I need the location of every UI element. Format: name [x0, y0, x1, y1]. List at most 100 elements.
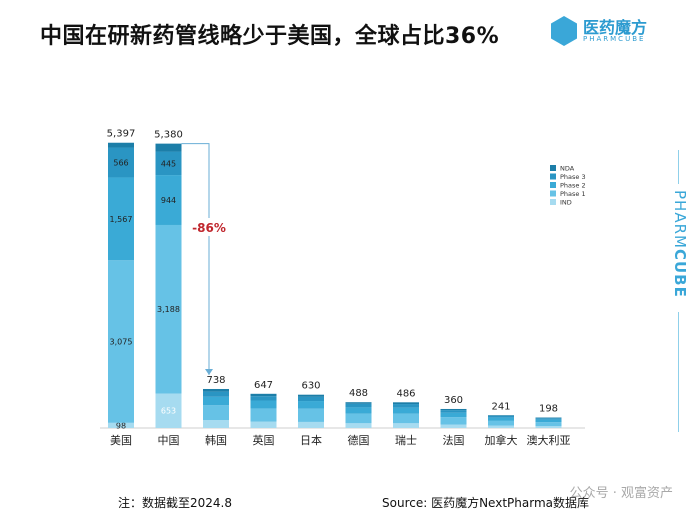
bar-segment [108, 177, 134, 261]
segment-value-label: 98 [116, 421, 126, 430]
legend-label: IND [560, 199, 572, 207]
x-tick-label: 韩国 [205, 433, 227, 447]
bar-segment [440, 408, 467, 411]
bar-segment [440, 417, 467, 425]
bar-segment [155, 143, 182, 152]
bar-segment [488, 420, 514, 426]
bar-total-label: 486 [396, 388, 415, 399]
bar-segment [155, 175, 182, 225]
bar-total-label: 738 [206, 375, 225, 386]
bar-segment [108, 422, 134, 428]
bar-segment [440, 424, 467, 428]
x-tick-label: 中国 [158, 434, 180, 447]
legend-label: Phase 2 [560, 182, 586, 190]
bar-segment [345, 403, 372, 408]
bar-segment [345, 402, 372, 404]
bar-segment [393, 402, 419, 405]
legend-label: NDA [560, 165, 575, 173]
bar-total-label: 5,380 [154, 130, 183, 141]
data-source: Source: 医药魔方NextPharma数据库 [382, 496, 589, 510]
annotation-connector [181, 143, 210, 375]
segment-value-label: 566 [113, 158, 128, 167]
bar-segment [203, 420, 229, 428]
bar-segment [393, 404, 419, 408]
segment-value-label: 653 [161, 407, 176, 416]
bar-segment [108, 147, 134, 178]
side-divider-top [678, 150, 679, 184]
x-tick-label: 德国 [348, 433, 370, 447]
stacked-bar-chart: 98 3,075 1,567 566 5,397 美国 653 3,188 944 445 5,38… [100, 129, 586, 447]
bar-segment [250, 393, 277, 397]
pharmcube-logo: 医药魔方 PHARMCUBE [551, 14, 671, 48]
bar-segment [345, 407, 372, 414]
bar-total-label: 488 [349, 388, 368, 399]
side-brand-bold: CUBE [671, 248, 689, 298]
bar-total-label: 630 [301, 381, 320, 392]
bar-segment [393, 407, 419, 414]
x-tick-label: 法国 [443, 433, 465, 447]
segment-value-label: 3,075 [110, 338, 133, 347]
segment-value-label: 944 [161, 196, 176, 205]
bar-segment [535, 426, 562, 428]
bar-segment [345, 423, 372, 428]
x-tick-label: 美国 [110, 434, 132, 447]
bar-segment [250, 421, 277, 428]
bar-segment [155, 393, 182, 428]
bar-total-label: 5,397 [107, 129, 136, 140]
segment-value-label: 3,188 [157, 305, 180, 314]
bar-segment [298, 401, 324, 409]
bar-segment [393, 413, 419, 424]
bar-segment [203, 388, 229, 392]
segment-value-label: 445 [161, 159, 176, 168]
annotation-arrowhead [205, 368, 213, 375]
segment-value-label: 1,567 [110, 215, 133, 224]
annotation-label-bg [189, 218, 229, 236]
bar-segment [203, 405, 229, 421]
side-brand-light: PHARM [671, 190, 689, 249]
bar-segment [345, 413, 372, 424]
bar-total-label: 241 [491, 401, 510, 412]
watermark-text: 公众号 · 观富资产 [569, 486, 673, 501]
bar-segment [108, 142, 134, 148]
bar-segment [298, 396, 324, 402]
bar-segment [250, 408, 277, 422]
legend-swatch [550, 182, 556, 188]
logo-name-cn: 医药魔方 [583, 18, 648, 37]
bar-segment [108, 260, 134, 423]
bar-segment [298, 421, 324, 428]
bar-total-label: 198 [539, 404, 558, 415]
bar-segment [535, 422, 562, 427]
x-tick-label: 英国 [253, 433, 275, 447]
bar-segment [440, 410, 467, 413]
side-divider-bottom [678, 312, 679, 432]
legend-swatch [550, 190, 556, 197]
bar-segment [250, 400, 277, 409]
x-tick-label: 澳大利亚 [527, 433, 571, 447]
logo-name-en: PHARMCUBE [583, 35, 646, 43]
bar-segment [250, 396, 277, 401]
bar-total-label: 647 [254, 380, 273, 391]
x-tick-label: 加拿大 [485, 433, 518, 447]
bar-segment [203, 391, 229, 397]
legend-swatch [550, 165, 556, 171]
bar-segment [535, 418, 562, 420]
annotation-label: -86% [192, 221, 226, 235]
side-brand: PHARMCUBE [671, 190, 689, 298]
legend-swatch [550, 199, 556, 205]
bar-total-label: 360 [444, 395, 463, 406]
bar-segment [298, 408, 324, 422]
bar-segment [440, 412, 467, 418]
bar-segment [488, 415, 514, 417]
legend-label: Phase 1 [560, 190, 586, 198]
bar-segment [488, 417, 514, 421]
bar-segment [535, 417, 562, 419]
data-note: 注：数据截至2024.8 [118, 496, 232, 510]
bar-segment [488, 425, 514, 428]
bar-segment [393, 423, 419, 428]
x-tick-label: 瑞士 [395, 433, 417, 447]
chart-title: 中国在研新药管线略少于美国，全球占比36% [40, 24, 500, 49]
bar-segment [488, 416, 514, 418]
bar-segment [155, 224, 182, 394]
x-tick-label: 日本 [300, 433, 322, 447]
legend-swatch [550, 173, 556, 180]
